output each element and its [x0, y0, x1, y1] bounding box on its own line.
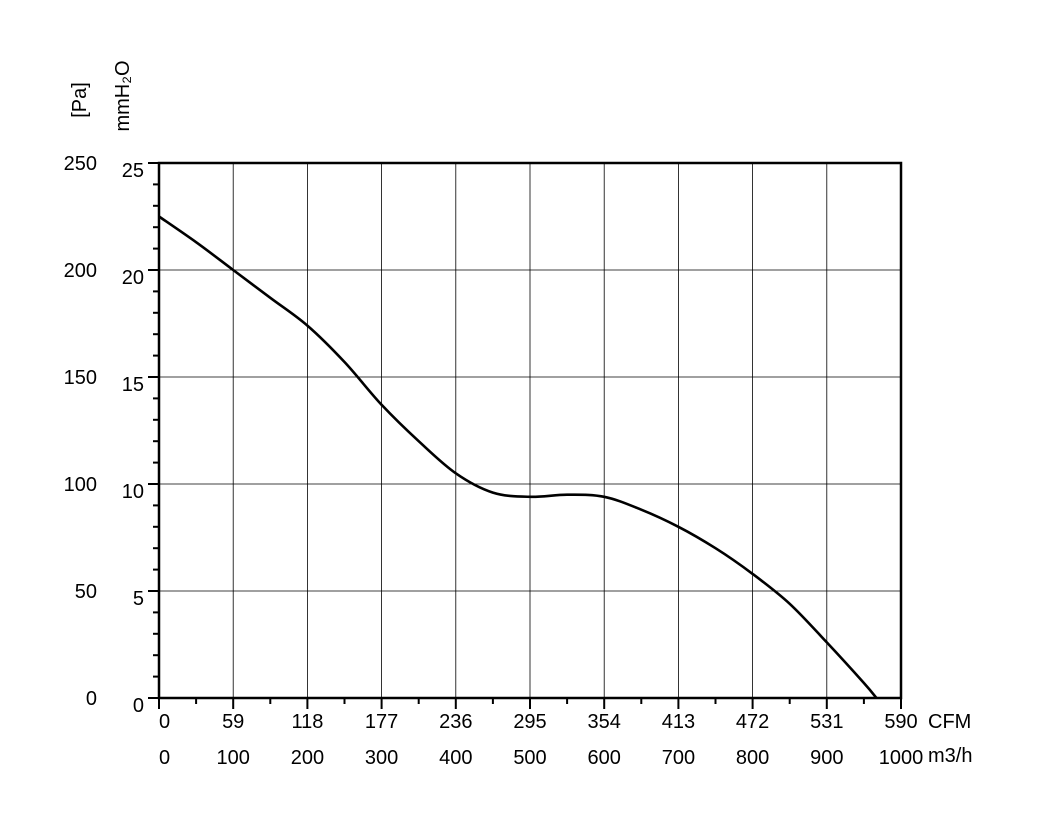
x-tick-label-cfm: 354 — [588, 711, 621, 733]
pressure-curve — [158, 215, 878, 699]
x-tick-label-m3h: 400 — [439, 747, 472, 769]
x-tick-label-cfm: 236 — [439, 711, 472, 733]
y-tick-label-mmh2o: 10 — [122, 481, 144, 503]
y-tick-label-pa: 100 — [64, 474, 97, 496]
y-tick-label-pa: 200 — [64, 260, 97, 282]
x-tick-label-m3h: 600 — [588, 747, 621, 769]
x-axis-label-m3h: m3/h — [928, 745, 972, 767]
grid-lines — [159, 163, 901, 698]
x-tick-label-m3h: 200 — [291, 747, 324, 769]
y-tick-label-pa: 50 — [75, 581, 97, 603]
x-tick-label-m3h: 300 — [365, 747, 398, 769]
x-tick-label-m3h: 0 — [159, 747, 170, 769]
x-tick-label-cfm: 472 — [736, 711, 769, 733]
x-tick-label-cfm: 590 — [884, 711, 917, 733]
y-tick-label-mmh2o: 5 — [133, 588, 144, 610]
x-tick-label-cfm: 413 — [662, 711, 695, 733]
x-axis-label-cfm: CFM — [928, 711, 971, 733]
curve-layer — [158, 215, 878, 699]
x-tick-label-m3h: 800 — [736, 747, 769, 769]
y-tick-label-pa: 250 — [64, 153, 97, 175]
y-tick-label-pa: 0 — [86, 688, 97, 710]
x-tick-label-cfm: 118 — [291, 711, 323, 733]
x-tick-label-cfm: 295 — [513, 711, 546, 733]
y-axis-label-pa: [Pa] — [69, 82, 91, 118]
x-tick-label-cfm: 0 — [159, 711, 170, 733]
tick-marks — [148, 162, 902, 709]
y-tick-label-pa: 150 — [64, 367, 97, 389]
x-tick-label-m3h: 500 — [513, 747, 546, 769]
y-tick-label-mmh2o: 20 — [122, 267, 144, 289]
x-tick-label-m3h: 700 — [662, 747, 695, 769]
y-tick-label-mmh2o: 15 — [122, 374, 144, 396]
x-tick-label-cfm: 177 — [365, 711, 398, 733]
y-axis-label-mmh2o: mmH₂O — [112, 60, 134, 131]
x-tick-label-m3h: 100 — [217, 747, 250, 769]
y-tick-label-mmh2o: 25 — [122, 160, 144, 182]
x-tick-label-m3h: 1000 — [879, 747, 924, 769]
y-tick-label-mmh2o: 0 — [133, 695, 144, 717]
x-tick-label-cfm: 531 — [810, 711, 843, 733]
x-tick-label-cfm: 59 — [222, 711, 244, 733]
x-tick-label-m3h: 900 — [810, 747, 843, 769]
